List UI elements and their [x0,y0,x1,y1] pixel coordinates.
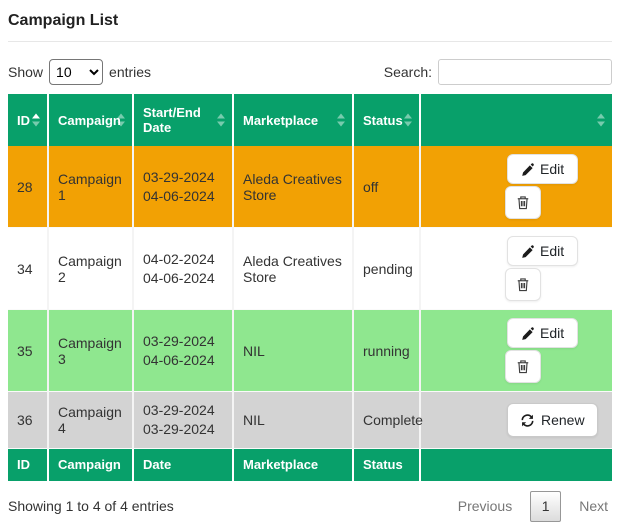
cell-marketplace: Aleda Creatives Store [233,146,354,228]
edit-button[interactable]: Edit [507,236,579,266]
renew-button[interactable]: Renew [507,403,598,437]
column-header-label: Marketplace [243,112,319,128]
sort-arrows-icon [217,113,225,127]
table-info-bar: Showing 1 to 4 of 4 entries Previous 1 N… [8,490,612,522]
end-date: 04-06-2024 [143,187,215,204]
cell-id: 35 [8,309,49,392]
cell-id: 34 [8,227,49,310]
search-input[interactable] [438,59,612,85]
footer-cell-date: Date [133,448,234,481]
cell-actions: Edit [420,309,612,392]
table-row: 34 Campaign 2 04-02-2024 04-06-2024 Aled… [8,227,612,310]
cell-marketplace: NIL [233,309,354,392]
edit-button-label: Edit [540,325,565,341]
table-controls: Show 10 entries Search: [8,59,612,85]
end-date: 04-06-2024 [143,269,215,286]
cell-marketplace: NIL [233,391,354,449]
footer-cell-status: Status [353,448,421,481]
start-date: 03-29-2024 [143,402,215,418]
column-header-id[interactable]: ID [8,94,49,146]
edit-button[interactable]: Edit [507,154,579,184]
edit-button-label: Edit [540,161,565,177]
cell-dates: 03-29-2024 04-06-2024 [133,309,234,392]
table-footer: ID Campaign Date Marketplace Status [8,448,612,481]
trash-icon [517,196,529,210]
footer-row: ID Campaign Date Marketplace Status [8,448,612,481]
column-header-label: Start/End Date [143,105,201,135]
edit-button-label: Edit [540,243,565,259]
column-header-actions[interactable] [420,94,612,146]
column-header-label: Campaign [58,112,121,128]
end-date: 04-06-2024 [143,351,215,368]
pencil-icon [522,244,534,258]
cell-status: off [353,146,421,228]
cell-actions: Renew [420,391,612,449]
trash-icon [517,278,529,292]
end-date: 03-29-2024 [143,421,215,437]
sort-arrows-icon [337,113,345,127]
sort-arrows-icon [117,113,125,127]
next-page-button[interactable]: Next [579,498,608,514]
page-length-select[interactable]: 10 [49,59,104,85]
table-row: 36 Campaign 4 03-29-2024 03-29-2024 NIL … [8,391,612,449]
edit-button[interactable]: Edit [507,318,579,348]
entries-summary: Showing 1 to 4 of 4 entries [8,498,174,514]
cell-dates: 04-02-2024 04-06-2024 [133,227,234,310]
delete-button[interactable] [505,350,541,383]
footer-cell-id: ID [8,448,49,481]
footer-cell-marketplace: Marketplace [233,448,354,481]
column-header-date[interactable]: Start/End Date [133,94,234,146]
start-date: 03-29-2024 [143,168,215,185]
footer-cell-campaign: Campaign [48,448,134,481]
cell-status: pending [353,227,421,310]
table-row: 35 Campaign 3 03-29-2024 04-06-2024 NIL … [8,309,612,392]
table-header: ID Campaign Start/End Date Marketplace S… [8,94,612,146]
search-control: Search: [384,59,612,85]
cell-status: Complete [353,391,423,449]
current-page-button[interactable]: 1 [530,490,562,522]
pagination: Previous 1 Next [454,490,612,522]
table-row: 28 Campaign 1 03-29-2024 04-06-2024 Aled… [8,146,612,228]
cell-actions: Edit [420,146,612,228]
delete-button[interactable] [505,268,541,301]
trash-icon [517,360,529,374]
campaign-table: ID Campaign Start/End Date Marketplace S… [8,94,612,481]
cell-dates: 03-29-2024 04-06-2024 [133,146,234,228]
table-body: 28 Campaign 1 03-29-2024 04-06-2024 Aled… [8,146,612,449]
pencil-icon [522,326,534,340]
search-label: Search: [383,64,432,80]
cell-id: 36 [8,391,49,449]
sort-arrows-icon [404,113,412,127]
previous-page-button[interactable]: Previous [457,498,513,514]
cell-id: 28 [8,146,49,228]
start-date: 04-02-2024 [143,250,215,267]
pencil-icon [522,162,534,176]
header-row: ID Campaign Start/End Date Marketplace S… [8,94,612,146]
start-date: 03-29-2024 [143,332,215,349]
cell-campaign: Campaign 4 [48,391,134,449]
column-header-label: Status [363,112,403,128]
cell-dates: 03-29-2024 03-29-2024 [133,391,234,449]
column-header-campaign[interactable]: Campaign [48,94,134,146]
cell-campaign: Campaign 2 [48,227,134,310]
cell-actions: Edit [420,227,612,310]
page-length-control: Show 10 entries [8,59,151,85]
column-header-status[interactable]: Status [353,94,421,146]
refresh-icon [521,413,534,427]
cell-status: running [353,309,421,392]
cell-campaign: Campaign 3 [48,309,134,392]
sort-arrows-icon [597,113,605,127]
entries-label: entries [109,64,152,80]
renew-button-label: Renew [541,412,585,428]
sort-arrows-icon [32,113,40,127]
column-header-label: ID [17,112,30,128]
column-header-marketplace[interactable]: Marketplace [233,94,354,146]
show-label: Show [8,64,44,80]
title-divider [8,41,612,42]
delete-button[interactable] [505,186,541,219]
footer-cell-actions [420,448,612,481]
cell-marketplace: Aleda Creatives Store [233,227,354,310]
cell-campaign: Campaign 1 [48,146,134,228]
page-title: Campaign List [8,12,119,29]
